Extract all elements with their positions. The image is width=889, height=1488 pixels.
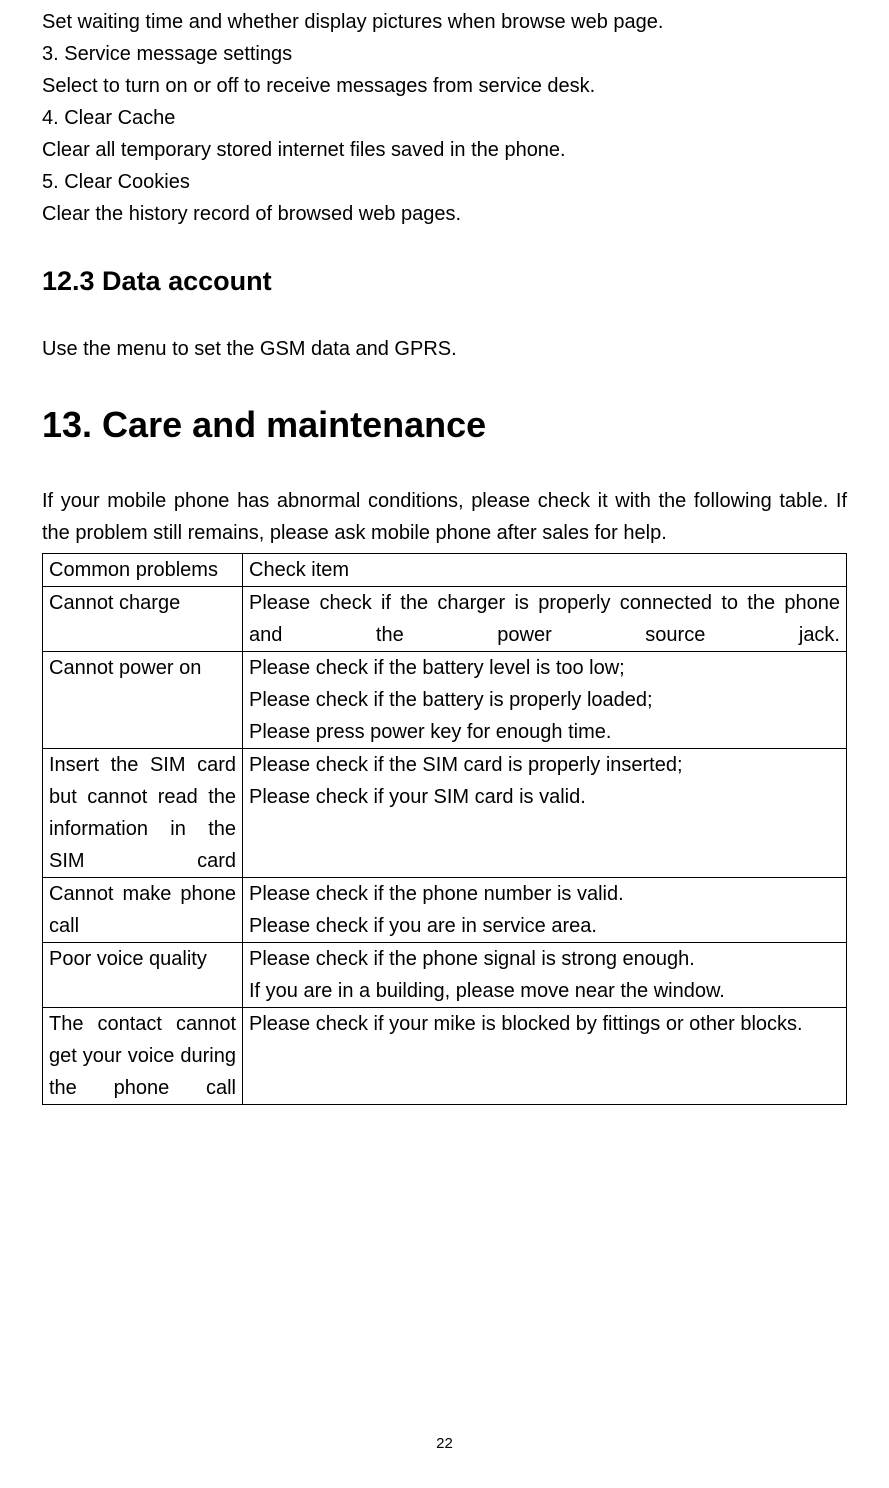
- table-cell-problem: The contact cannot get your voice during…: [43, 1008, 243, 1105]
- table-cell-check: Please check if the SIM card is properly…: [243, 749, 847, 878]
- table-cell-problem: Insert the SIM card but cannot read the …: [43, 749, 243, 878]
- body-12-3: Use the menu to set the GSM data and GPR…: [42, 333, 847, 365]
- table-row: Poor voice quality Please check if the p…: [43, 943, 847, 1008]
- intro-p6: 5. Clear Cookies: [42, 166, 847, 198]
- table-row: Insert the SIM card but cannot read the …: [43, 749, 847, 878]
- intro-p4: 4. Clear Cache: [42, 102, 847, 134]
- troubleshooting-table: Common problems Check item Cannot charge…: [42, 553, 847, 1105]
- table-cell-check: Please check if the charger is properly …: [243, 587, 847, 652]
- intro-p3: Select to turn on or off to receive mess…: [42, 70, 847, 102]
- intro-p2: 3. Service message settings: [42, 38, 847, 70]
- table-cell-check: Please check if the battery level is too…: [243, 652, 847, 749]
- table-cell-problem: Cannot power on: [43, 652, 243, 749]
- table-cell-check: Please check if the phone number is vali…: [243, 878, 847, 943]
- table-row: Cannot charge Please check if the charge…: [43, 587, 847, 652]
- table-cell-problem: Poor voice quality: [43, 943, 243, 1008]
- intro-p5: Clear all temporary stored internet file…: [42, 134, 847, 166]
- page-number: 22: [0, 1435, 889, 1452]
- intro-p1: Set waiting time and whether display pic…: [42, 6, 847, 38]
- table-cell-problem: Cannot charge: [43, 587, 243, 652]
- heading-12-3: 12.3 Data account: [42, 268, 847, 295]
- table-row: Cannot make phone call Please check if t…: [43, 878, 847, 943]
- table-row: Cannot power on Please check if the batt…: [43, 652, 847, 749]
- table-cell-check: Please check if the phone signal is stro…: [243, 943, 847, 1008]
- intro-13: If your mobile phone has abnormal condit…: [42, 485, 847, 549]
- intro-p7: Clear the history record of browsed web …: [42, 198, 847, 230]
- table-header-c2: Check item: [243, 554, 847, 587]
- table-cell-check: Please check if your mike is blocked by …: [243, 1008, 847, 1105]
- table-header-row: Common problems Check item: [43, 554, 847, 587]
- table-header-c1: Common problems: [43, 554, 243, 587]
- table-row: The contact cannot get your voice during…: [43, 1008, 847, 1105]
- table-cell-problem: Cannot make phone call: [43, 878, 243, 943]
- heading-13: 13. Care and maintenance: [42, 407, 847, 443]
